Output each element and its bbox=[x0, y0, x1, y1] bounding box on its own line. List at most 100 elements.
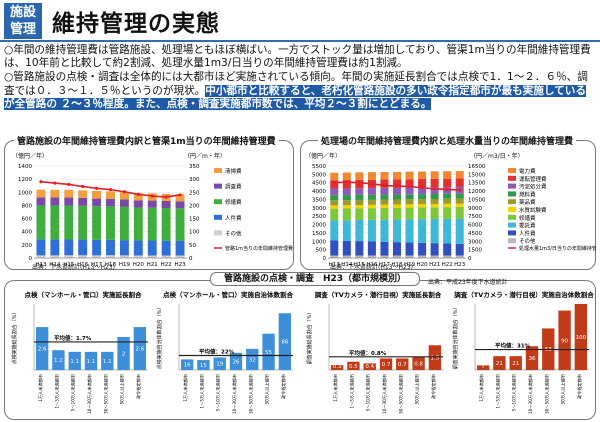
y-tick-label: 1400 bbox=[18, 164, 32, 170]
bar-segment bbox=[330, 180, 339, 189]
plant-unit-right: （円／m3/日・年） bbox=[470, 153, 524, 160]
bar-segment bbox=[36, 189, 46, 198]
line-point bbox=[136, 192, 140, 196]
bar-segment bbox=[418, 194, 427, 200]
bar-segment bbox=[392, 255, 402, 258]
bar-segment bbox=[36, 205, 46, 240]
bar-value-label: 26 bbox=[233, 359, 240, 365]
bar-value-label: 90 bbox=[561, 338, 568, 344]
bar-segment bbox=[367, 255, 376, 258]
legend-swatch bbox=[508, 238, 516, 244]
chart-title: 点検（マンホール・管口）実施延長割合 bbox=[25, 290, 143, 299]
x-tick-label: 政令指定都市 bbox=[280, 374, 287, 399]
bar-segment bbox=[355, 194, 364, 200]
x-tick-label: H22 bbox=[161, 262, 172, 268]
bar-segment bbox=[342, 180, 351, 189]
bar-segment bbox=[455, 206, 464, 219]
bar-segment bbox=[342, 255, 351, 258]
y-tick-label: 3500 bbox=[312, 197, 326, 203]
bar-segment bbox=[418, 219, 427, 243]
bar-segment bbox=[175, 201, 185, 209]
bar-value-label: 86 bbox=[281, 340, 288, 346]
line-point bbox=[178, 193, 182, 197]
line-point bbox=[150, 194, 154, 198]
x-tick-label: H20 bbox=[417, 262, 429, 268]
x-tick-label: H23 bbox=[454, 262, 466, 268]
bar bbox=[330, 365, 344, 370]
bar bbox=[396, 358, 409, 370]
legend-swatch bbox=[214, 168, 222, 173]
bar-segment bbox=[443, 193, 452, 199]
legend-label: その他 bbox=[519, 237, 536, 245]
bar-value-label: 2.6 bbox=[135, 347, 144, 353]
bar-segment bbox=[330, 188, 339, 196]
bar bbox=[197, 360, 210, 370]
bar-value-label: 100 bbox=[576, 335, 587, 341]
y-axis-label: 点検実施自治体数割合（%） bbox=[156, 305, 163, 370]
bar-value-label: 1.1 bbox=[87, 359, 96, 365]
bar-segment bbox=[106, 239, 115, 256]
bar-segment bbox=[342, 200, 351, 206]
legend-swatch bbox=[508, 207, 516, 212]
bar-segment bbox=[119, 255, 129, 258]
x-tick-label: H14 bbox=[49, 262, 61, 268]
line-point bbox=[370, 182, 374, 186]
y-tick-label: 800 bbox=[22, 203, 33, 209]
bar-segment bbox=[367, 188, 376, 195]
bar-segment bbox=[133, 207, 143, 241]
bar-segment bbox=[380, 172, 389, 180]
bar-segment bbox=[147, 207, 157, 241]
bar-segment bbox=[64, 255, 74, 258]
bar-segment bbox=[455, 218, 464, 244]
legend-swatch bbox=[508, 214, 516, 220]
legend-label: 人件費 bbox=[519, 229, 536, 237]
pipe-unit-right: （円／m・年） bbox=[184, 153, 226, 160]
y-tick-label: 500 bbox=[316, 248, 327, 254]
x-tick-label: H15 bbox=[354, 262, 366, 268]
bar-segment bbox=[133, 200, 143, 208]
line-point bbox=[445, 187, 449, 192]
bar-segment bbox=[161, 255, 171, 258]
x-tick-label: 1万人未満都市 bbox=[478, 374, 485, 402]
bar-value-label: 63 bbox=[545, 347, 552, 353]
line-point bbox=[108, 188, 113, 192]
page-title: 維持管理の実態 bbox=[52, 11, 220, 37]
bar bbox=[52, 350, 65, 370]
bar-segment bbox=[147, 240, 157, 256]
legend-label: 清掃費 bbox=[225, 167, 242, 175]
bar-segment bbox=[330, 220, 339, 241]
bar bbox=[428, 345, 442, 370]
bar-value-label: 21 bbox=[512, 361, 519, 367]
y2-tick-label: 4500 bbox=[468, 231, 482, 237]
bar-segment bbox=[355, 241, 364, 256]
line-point bbox=[433, 187, 437, 191]
bar-segment bbox=[430, 207, 439, 220]
x-tick-label: H17 bbox=[379, 262, 391, 268]
bar-segment bbox=[133, 240, 143, 256]
y2-tick-label: 300 bbox=[189, 177, 200, 183]
bar-segment bbox=[106, 255, 115, 258]
bar bbox=[574, 304, 588, 370]
bar-segment bbox=[443, 243, 452, 256]
bar-value-label: 1.5 bbox=[430, 356, 439, 362]
x-tick-label: 1～5万人未満都市 bbox=[348, 374, 355, 409]
bar-segment bbox=[405, 204, 414, 208]
x-tick-label: H23 bbox=[174, 262, 186, 268]
y2-tick-label: 200 bbox=[189, 203, 200, 209]
bar-segment bbox=[78, 255, 88, 258]
plant-unit-left: （億円／年） bbox=[305, 153, 342, 160]
y2-tick-label: 16500 bbox=[468, 164, 486, 170]
x-tick-label: H19 bbox=[119, 262, 131, 268]
bar-segment bbox=[36, 197, 46, 206]
bar-segment bbox=[392, 242, 402, 256]
bar-segment bbox=[443, 255, 452, 258]
bar-segment bbox=[455, 203, 464, 207]
bar-segment bbox=[405, 171, 414, 180]
bar-segment bbox=[161, 200, 171, 209]
bar-segment bbox=[330, 172, 339, 181]
bar-segment bbox=[330, 240, 339, 256]
bar-segment bbox=[78, 239, 88, 256]
bar-segment bbox=[392, 219, 402, 243]
y2-tick-label: 9000 bbox=[468, 206, 482, 212]
